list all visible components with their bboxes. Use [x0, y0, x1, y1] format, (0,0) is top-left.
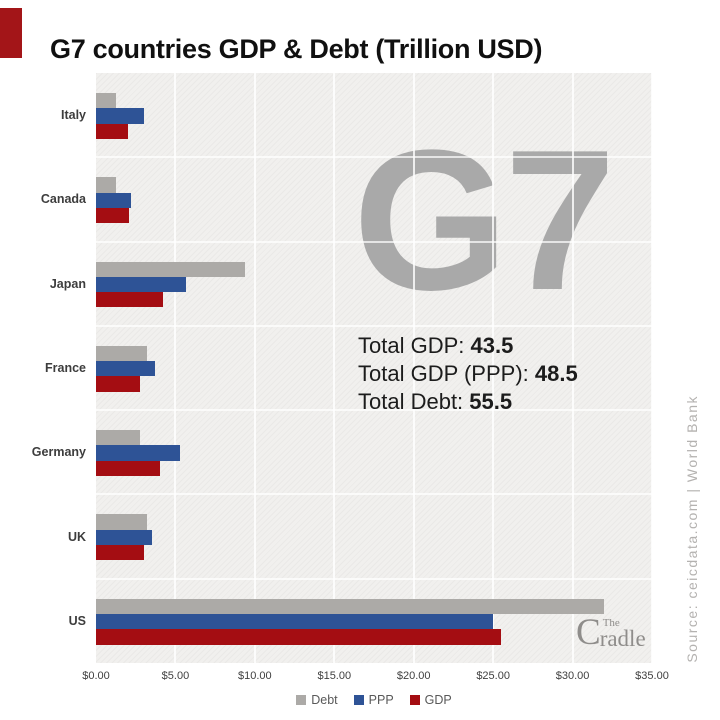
debt-bar-us: [96, 598, 605, 614]
category-label-canada: Canada: [40, 192, 86, 207]
horizontal-gridline: [96, 324, 652, 327]
total-value: 48.5: [534, 361, 578, 386]
source-note-text: Source: ceicdata.com | World Bank: [684, 395, 700, 663]
bar-rows: [96, 73, 652, 663]
debt-bar-italy: [96, 93, 116, 109]
legend-label: PPP: [368, 693, 394, 707]
legend-label: GDP: [424, 693, 452, 707]
debt-bar-japan: [96, 261, 246, 277]
total-value: 43.5: [470, 333, 514, 358]
gdp-bar-italy: [96, 123, 128, 139]
ppp-bar-canada: [96, 192, 131, 208]
ppp-bar-japan: [96, 276, 186, 293]
debt-bar-canada: [96, 177, 116, 193]
total-label: Total GDP (PPP):: [358, 361, 535, 386]
vertical-gridline: [492, 73, 495, 663]
legend-swatch-gdp: [409, 695, 420, 705]
x-tick-label: $25.00: [476, 670, 510, 682]
x-tick-label: $30.00: [555, 670, 590, 682]
x-tick-label: $20.00: [396, 670, 431, 682]
x-tick-label: $10.00: [238, 670, 272, 682]
gdp-bar-japan: [96, 292, 163, 308]
source-note: Source: ceicdata.com | World Bank: [684, 395, 700, 663]
total-label: Total Debt:: [358, 389, 470, 414]
horizontal-gridline: [96, 577, 652, 580]
bar-group-italy: [96, 93, 652, 157]
plot-area: G7: [96, 73, 653, 663]
legend-item-ppp: PPP: [353, 693, 394, 707]
bar-group-uk: [96, 514, 652, 578]
cradle-logo-the: The: [602, 617, 620, 629]
bar-group-canada: [96, 177, 652, 241]
x-tick-label: $0.00: [82, 670, 110, 682]
bar-group-japan: [96, 261, 652, 326]
cradle-logo-c: C: [576, 612, 601, 653]
legend: Debt PPP GDP: [96, 693, 652, 707]
legend-swatch-debt: [296, 695, 307, 705]
debt-bar-germany: [96, 430, 141, 446]
category-label-uk: UK: [67, 529, 86, 544]
gdp-bar-canada: [96, 207, 130, 224]
x-tick-label: $15.00: [317, 670, 352, 682]
total-line: Total GDP: 43.5: [358, 332, 578, 360]
bar-group-france: [96, 345, 652, 410]
legend-swatch-ppp: [353, 695, 364, 705]
x-axis: $0.00 $5.00 $10.00 $15.00 $20.00 $25.00 $30.00…: [82, 670, 669, 684]
vertical-gridline: [651, 73, 653, 663]
horizontal-gridline: [96, 493, 652, 496]
horizontal-gridline: [96, 240, 652, 243]
x-tick-label: $5.00: [161, 670, 190, 682]
debt-bar-uk: [96, 514, 147, 530]
totals-annotation: Total GDP: 43.5 Total GDP (PPP): 48.5 Tota…: [358, 332, 578, 416]
vertical-gridline: [571, 73, 574, 663]
bar-group-germany: [96, 430, 652, 494]
category-label-italy: Italy: [60, 108, 86, 123]
category-label-france: France: [45, 360, 86, 375]
category-label-germany: Germany: [31, 445, 86, 460]
gdp-bar-uk: [96, 545, 144, 561]
horizontal-gridline: [96, 409, 652, 412]
total-label: Total GDP:: [358, 333, 471, 358]
legend-item-gdp: GDP: [409, 693, 452, 707]
total-line: Total GDP (PPP): 48.5: [358, 360, 578, 388]
gdp-bar-us: [96, 629, 502, 645]
cradle-logo: C The radle: [576, 612, 646, 653]
page-title: G7 countries GDP & Debt (Trillion USD): [50, 34, 543, 65]
category-labels: Italy Canada Japan France Germany UK US: [0, 73, 86, 663]
legend-label: Debt: [311, 693, 338, 707]
category-label-japan: Japan: [49, 276, 86, 291]
category-label-us: US: [68, 613, 86, 628]
vertical-gridline: [412, 73, 415, 663]
cradle-logo-radle: radle: [599, 626, 646, 651]
legend-item-debt: Debt: [296, 693, 338, 707]
gdp-bar-france: [96, 376, 141, 392]
vertical-gridline: [174, 73, 177, 663]
vertical-gridline: [333, 73, 336, 663]
debt-bar-france: [96, 345, 147, 362]
ppp-bar-italy: [96, 108, 144, 124]
x-tick-label: $35.00: [635, 670, 669, 682]
cradle-logo-stack: The radle: [599, 617, 646, 651]
ppp-bar-germany: [96, 445, 181, 461]
ppp-bar-us: [96, 614, 494, 630]
horizontal-gridline: [96, 156, 652, 159]
bar-group-us: [96, 598, 652, 663]
vertical-gridline: [253, 73, 256, 663]
title-accent-bar: [0, 8, 22, 58]
gdp-bar-germany: [96, 460, 160, 477]
ppp-bar-france: [96, 361, 155, 377]
total-value: 55.5: [469, 389, 513, 414]
ppp-bar-uk: [96, 529, 153, 546]
total-line: Total Debt: 55.5: [358, 388, 578, 416]
